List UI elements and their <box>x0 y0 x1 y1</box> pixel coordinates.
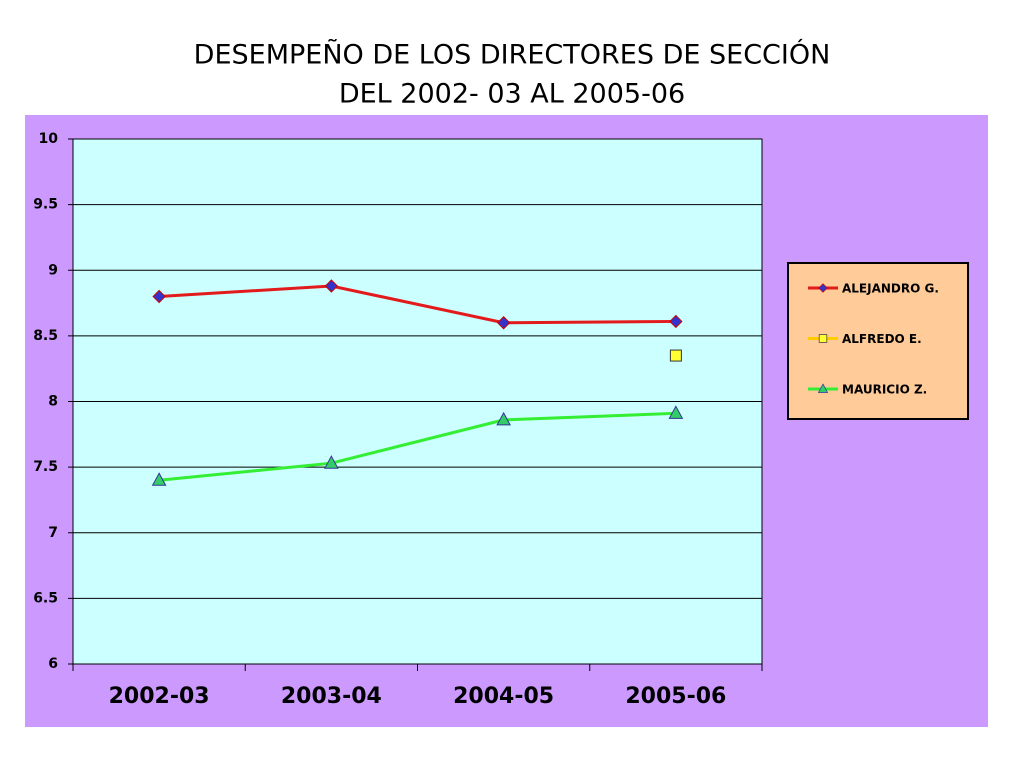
marker <box>669 314 683 329</box>
legend-marker <box>817 383 829 393</box>
marker <box>496 411 511 426</box>
marker <box>151 472 167 486</box>
y-tick-label: 6 <box>48 656 58 672</box>
marker <box>669 349 682 362</box>
chart-title: DEL 2002- 03 AL 2005-06 <box>339 79 685 110</box>
x-tick-label: 2002-03 <box>109 684 210 709</box>
series-line <box>158 411 676 482</box>
y-tick-label: 9.5 <box>33 197 58 213</box>
series-line <box>159 284 676 325</box>
x-tick-label: 2004-05 <box>453 684 554 709</box>
marker <box>152 289 166 304</box>
marker <box>668 405 684 419</box>
legend-marker <box>818 283 828 293</box>
legend-label: ALEJANDRO G. <box>842 282 939 296</box>
y-tick-label: 6.5 <box>33 590 58 606</box>
y-tick-label: 9 <box>48 262 58 278</box>
y-tick-label: 8 <box>48 394 58 410</box>
marker <box>324 455 339 469</box>
legend-marker <box>818 334 828 343</box>
x-tick-label: 2005-06 <box>625 684 726 709</box>
marker <box>324 279 339 293</box>
y-tick-label: 8.5 <box>33 328 58 344</box>
y-tick-label: 10 <box>39 131 59 147</box>
x-tick-label: 2003-04 <box>281 684 382 709</box>
legend-label: ALFREDO E. <box>842 332 922 346</box>
legend-label: MAURICIO Z. <box>842 383 927 397</box>
y-tick-label: 7 <box>48 525 58 541</box>
y-tick-label: 7.5 <box>33 459 58 475</box>
marker <box>496 316 511 330</box>
chart-title: DESEMPEÑO DE LOS DIRECTORES DE SECCIÓN <box>194 39 831 71</box>
